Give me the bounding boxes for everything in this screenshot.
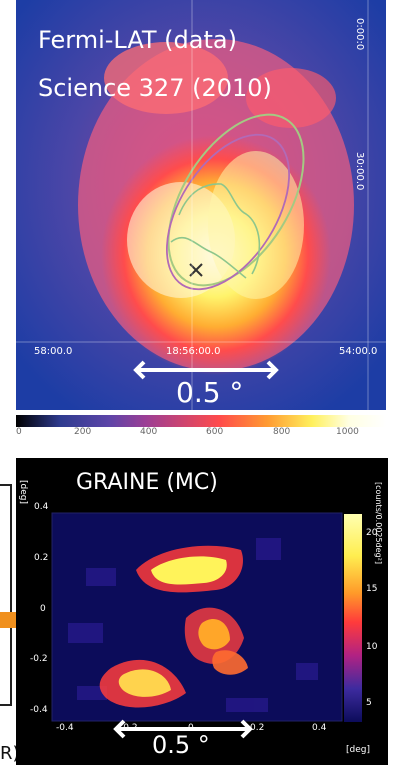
graine-colorbar-tick-10: 10 xyxy=(366,642,378,652)
left-fragment-text: R) xyxy=(0,743,20,764)
graine-y-tick-1: 0.2 xyxy=(34,553,49,563)
graine-x-tick-4: 0.4 xyxy=(312,723,327,733)
ra-tick-left: 58:00.0 xyxy=(34,346,73,357)
graine-colorbar-tick-5: 5 xyxy=(366,698,372,708)
contour-outer xyxy=(167,113,305,287)
fermi-label-line2: Science 327 (2010) xyxy=(38,74,272,102)
dec-tick-mid: 30:00.0 xyxy=(354,152,365,191)
contour-inner xyxy=(165,133,291,291)
colorbar-tick-0: 0 xyxy=(16,427,22,437)
graine-colorbar-tick-15: 15 xyxy=(366,584,378,594)
colorbar-tick-400: 400 xyxy=(140,427,158,437)
graine-scale-arrow xyxy=(113,719,253,739)
graine-x-tick-0: -0.4 xyxy=(56,723,74,733)
fermi-lat-map xyxy=(16,0,386,410)
graine-colorbar-unit: [counts/0.0025deg²] xyxy=(374,482,383,564)
fermi-lat-panel: Fermi-LAT (data) Science 327 (2010) 58:0… xyxy=(16,0,386,410)
colorbar-tick-600: 600 xyxy=(206,427,224,437)
graine-panel: GRAINE (MC) [deg] 0.4 0.2 0 -0.2 -0.4 -0… xyxy=(16,458,388,765)
colorbar-tick-1000: 1000 xyxy=(336,427,359,437)
graine-x-tick-3: 0.2 xyxy=(250,723,265,733)
graine-y-tick-0: 0.4 xyxy=(34,502,49,512)
dec-tick-top: 0:00:0 xyxy=(354,18,365,51)
graine-map xyxy=(51,512,343,722)
contour-fragment-1 xyxy=(178,183,261,275)
contour-fragment-2 xyxy=(170,236,247,279)
fermi-label-line1: Fermi-LAT (data) xyxy=(38,26,237,54)
graine-title: GRAINE (MC) xyxy=(76,470,218,495)
fermi-colorbar-gradient xyxy=(16,415,386,427)
ra-tick-center: 18:56:00.0 xyxy=(166,346,221,357)
colorbar-tick-800: 800 xyxy=(273,427,291,437)
graine-y-unit: [deg] xyxy=(18,480,28,504)
graine-y-tick-4: -0.4 xyxy=(30,705,48,715)
graine-scale-label: 0.5 ° xyxy=(152,731,210,759)
target-marker xyxy=(189,263,203,277)
graine-y-tick-2: 0 xyxy=(40,604,46,614)
fermi-colorbar: 0 200 400 600 800 1000 xyxy=(16,415,386,437)
ra-tick-right: 54:00.0 xyxy=(339,346,378,357)
colorbar-tick-200: 200 xyxy=(74,427,92,437)
fermi-scale-arrow xyxy=(133,360,279,380)
left-panel-fragment xyxy=(0,484,12,706)
graine-colorbar-tick-20: 20 xyxy=(366,528,378,538)
graine-colorbar xyxy=(344,514,362,722)
graine-x-unit: [deg] xyxy=(346,745,370,755)
fermi-scale-label: 0.5 ° xyxy=(176,376,244,409)
graine-y-tick-3: -0.2 xyxy=(30,654,48,664)
